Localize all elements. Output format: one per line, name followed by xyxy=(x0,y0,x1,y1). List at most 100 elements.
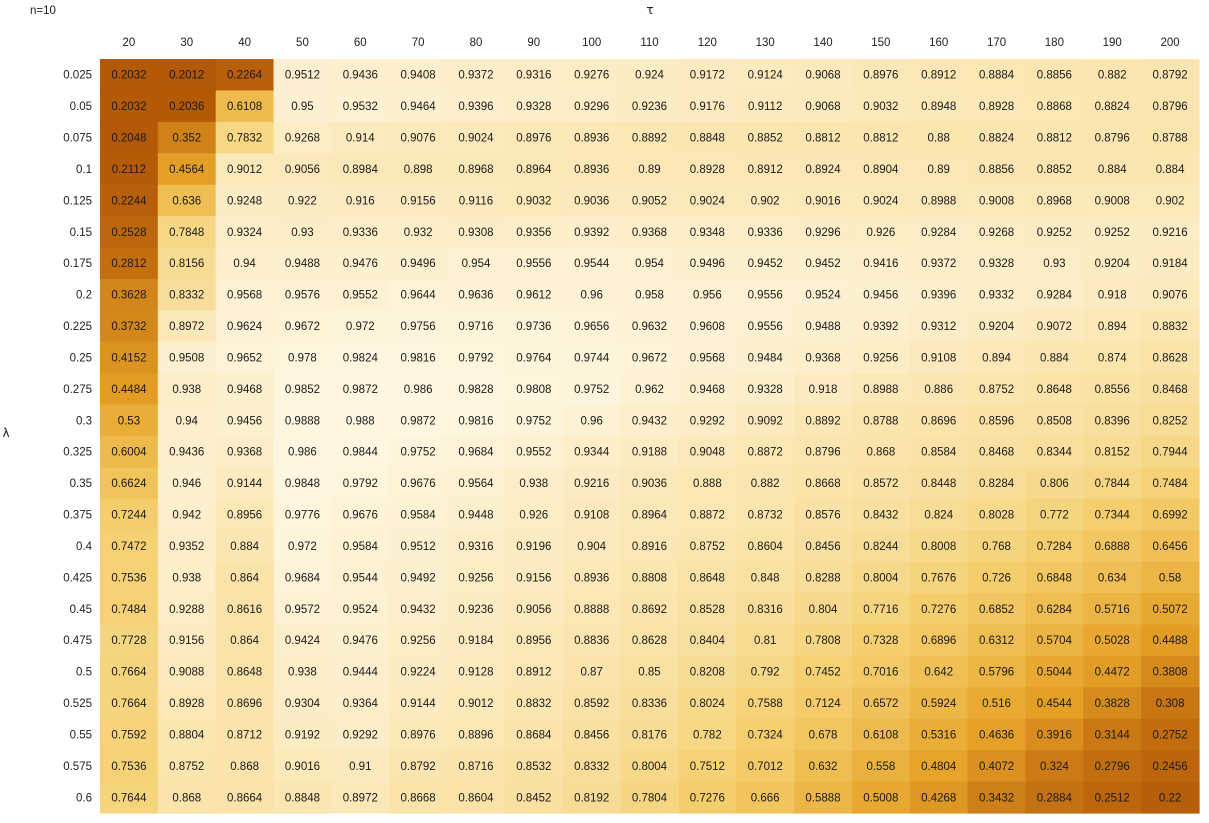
heatmap-cell xyxy=(1025,373,1084,406)
heatmap-cell xyxy=(273,121,332,154)
cell-value-label: 0.2752 xyxy=(1152,729,1187,741)
cell-value-label: 0.7536 xyxy=(111,761,146,773)
y-tick-label: 0.225 xyxy=(63,321,92,333)
heatmap-cell xyxy=(504,593,564,626)
cell-value-label: 0.9348 xyxy=(690,227,725,239)
heatmap-cell xyxy=(967,247,1027,280)
y-tick-label: 0.425 xyxy=(63,572,92,584)
cell-value-label: 0.9284 xyxy=(921,227,957,239)
heatmap-cell xyxy=(967,467,1027,500)
cell-value-label: 0.9436 xyxy=(169,447,204,459)
cell-value-label: 0.9744 xyxy=(574,352,610,364)
cell-value-label: 0.9256 xyxy=(401,635,436,647)
cell-value-label: 0.9368 xyxy=(227,447,262,459)
cell-value-label: 0.9184 xyxy=(1152,258,1188,270)
heatmap-cell xyxy=(1025,530,1084,563)
cell-value-label: 0.8796 xyxy=(1095,133,1130,145)
heatmap-cell xyxy=(389,121,448,154)
heatmap-cell xyxy=(1083,310,1142,343)
heatmap-cell xyxy=(447,781,506,814)
cell-value-label: 0.8856 xyxy=(1037,70,1072,82)
cell-value-label: 0.8836 xyxy=(574,635,609,647)
cell-value-label: 0.9128 xyxy=(458,667,493,679)
heatmap-cell xyxy=(562,655,622,688)
heatmap-cell xyxy=(331,184,390,217)
heatmap-cell xyxy=(389,624,448,657)
cell-value-label: 0.4636 xyxy=(979,729,1014,741)
heatmap-cell xyxy=(331,561,390,594)
cell-value-label: 0.8696 xyxy=(227,698,262,710)
cell-value-label: 0.914 xyxy=(346,133,375,145)
heatmap-cell xyxy=(678,341,737,374)
heatmap-cell xyxy=(1025,436,1084,469)
cell-value-label: 0.9672 xyxy=(285,321,320,333)
heatmap-cell xyxy=(562,59,622,92)
cell-value-label: 0.8892 xyxy=(805,415,840,427)
cell-value-label: 0.7588 xyxy=(748,698,783,710)
cell-value-label: 0.9572 xyxy=(285,604,320,616)
heatmap-cell xyxy=(678,184,737,217)
heatmap-cell xyxy=(851,750,911,783)
heatmap-cell xyxy=(909,750,969,783)
cell-value-label: 0.8852 xyxy=(748,133,783,145)
heatmap-cell xyxy=(851,781,911,814)
cell-value-label: 0.8872 xyxy=(690,510,725,522)
cell-value-label: 0.9056 xyxy=(516,604,551,616)
heatmap-cell xyxy=(273,373,332,406)
cell-value-label: 0.6624 xyxy=(111,478,147,490)
heatmap-cell xyxy=(157,561,217,594)
cell-value-label: 0.938 xyxy=(172,384,201,396)
cell-value-label: 0.2012 xyxy=(169,70,204,82)
heatmap-cell xyxy=(562,436,622,469)
cell-value-label: 0.5888 xyxy=(805,792,840,804)
cell-value-label: 0.9676 xyxy=(343,510,378,522)
heatmap-cell xyxy=(967,718,1027,751)
heatmap-cell xyxy=(620,687,680,720)
heatmap-cell xyxy=(389,153,448,186)
cell-value-label: 0.8948 xyxy=(921,101,956,113)
cell-value-label: 0.9512 xyxy=(285,70,320,82)
heatmap-cell xyxy=(967,530,1027,563)
cell-value-label: 0.9156 xyxy=(401,195,436,207)
heatmap-cell xyxy=(736,655,795,688)
cell-value-label: 0.772 xyxy=(1040,510,1069,522)
cell-value-label: 0.6896 xyxy=(921,635,956,647)
heatmap-cell xyxy=(620,624,680,657)
cell-value-label: 0.9204 xyxy=(979,321,1015,333)
y-tick-label: 0.25 xyxy=(70,352,92,364)
cell-value-label: 0.8792 xyxy=(401,761,436,773)
cell-value-label: 0.2244 xyxy=(111,195,147,207)
cell-value-label: 0.8584 xyxy=(921,447,957,459)
cell-value-label: 0.8752 xyxy=(979,384,1014,396)
heatmap-cell xyxy=(215,184,275,217)
cell-value-label: 0.9532 xyxy=(343,101,378,113)
cell-value-label: 0.9764 xyxy=(516,352,552,364)
heatmap-cell xyxy=(100,561,159,594)
heatmap-cell xyxy=(389,781,448,814)
cell-value-label: 0.9252 xyxy=(1095,227,1130,239)
heatmap-cell xyxy=(562,467,622,500)
cell-value-label: 0.8928 xyxy=(979,101,1014,113)
cell-value-label: 0.9012 xyxy=(227,164,262,176)
heatmap-cell xyxy=(157,121,217,154)
cell-value-label: 0.7804 xyxy=(632,792,668,804)
heatmap-cell xyxy=(215,718,275,751)
cell-value-label: 0.864 xyxy=(230,572,259,584)
heatmap-cell xyxy=(1141,687,1200,720)
cell-value-label: 0.7664 xyxy=(111,698,147,710)
cell-value-label: 0.9308 xyxy=(458,227,493,239)
cell-value-label: 0.9312 xyxy=(921,321,956,333)
heatmap-cell xyxy=(1083,655,1142,688)
cell-value-label: 0.9012 xyxy=(458,698,493,710)
cell-value-label: 0.8156 xyxy=(169,258,204,270)
heatmap-cell xyxy=(1141,467,1200,500)
heatmap-cell xyxy=(389,310,448,343)
heatmap-cell xyxy=(1083,341,1142,374)
heatmap-cell xyxy=(504,310,564,343)
heatmap-cell xyxy=(909,153,969,186)
heatmap-cell xyxy=(620,781,680,814)
y-tick-label: 0.125 xyxy=(63,195,92,207)
heatmap-cell xyxy=(447,121,506,154)
cell-value-label: 0.898 xyxy=(404,164,433,176)
heatmap-cell xyxy=(447,247,506,280)
